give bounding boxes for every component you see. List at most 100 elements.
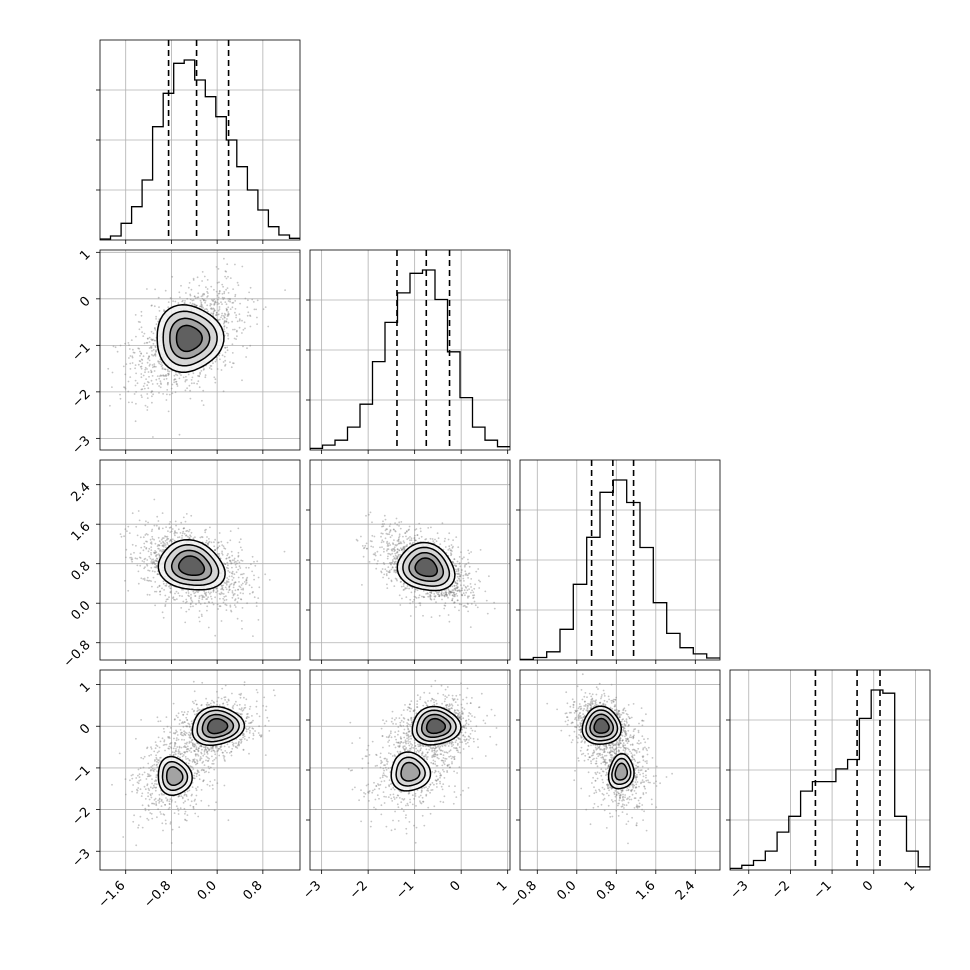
scatter-point [137,320,140,323]
scatter-point [230,562,233,565]
scatter-point [209,766,212,769]
scatter-point [467,572,470,575]
scatter-point [224,603,227,606]
scatter-point [151,562,154,565]
scatter-point [456,590,459,592]
scatter-point [234,581,237,584]
scatter-point [437,593,440,596]
scatter-point [225,309,228,312]
scatter-point [215,266,218,268]
scatter-point [192,590,195,593]
scatter-point [166,541,169,544]
scatter-point [131,356,134,359]
scatter-point [214,378,217,381]
scatter-point [244,327,246,330]
scatter-point [148,355,151,358]
scatter-point [264,306,267,308]
scatter-point [124,528,127,531]
scatter-point [381,532,384,535]
scatter-point [454,564,457,567]
scatter-point [197,599,200,602]
scatter-point [393,563,395,566]
scatter-point [414,590,416,593]
scatter-point [154,328,157,331]
scatter-point [388,531,391,533]
scatter-point [232,576,235,579]
scatter-point [199,536,202,539]
scatter-point [154,570,156,573]
scatter-point [215,801,218,804]
scatter-point [135,372,138,375]
scatter-point [160,756,162,759]
scatter-point [149,557,152,560]
scatter-point [238,318,241,321]
scatter-point [398,525,400,527]
scatter-point [146,563,148,566]
scatter-point [406,538,409,540]
scatter-point [224,301,227,303]
scatter-point [227,578,230,581]
scatter-point [403,541,406,544]
scatter-point [387,566,390,568]
scatter-point [401,548,403,551]
scatter-point [201,305,204,308]
scatter-point [164,594,167,597]
scatter-point [189,294,192,297]
scatter-point [124,373,127,376]
scatter-point [151,304,153,307]
scatter-point [249,314,251,317]
histogram-step [310,269,510,450]
scatter-point [167,372,170,375]
scatter-point [461,594,464,597]
scatter-point [133,393,136,395]
scatter-point [404,546,406,548]
scatter-point [223,562,226,565]
scatter-point [156,375,159,377]
scatter-point [166,535,169,538]
scatter-point [192,710,195,713]
scatter-point [145,520,147,523]
scatter-point [171,538,174,541]
scatter-point [132,348,134,351]
scatter-point [224,351,227,354]
scatter-point [389,553,392,556]
scatter-point [206,598,209,600]
scatter-point [190,593,192,596]
scatter-point [418,602,421,605]
scatter-point [225,557,228,560]
scatter-point [236,704,239,707]
scatter-point [218,234,220,236]
scatter-point [457,577,460,580]
scatter-point [127,342,130,344]
scatter-point [380,570,382,573]
scatter-point [450,549,452,552]
scatter-point [156,553,159,556]
scatter-point [205,286,207,289]
scatter-point [232,301,235,304]
scatter-point [454,595,456,598]
scatter-point [443,595,446,597]
scatter-point [148,594,151,596]
scatter-point [175,748,177,750]
scatter-point [476,606,479,609]
scatter-point [219,745,222,748]
scatter-point [454,580,456,583]
scatter-point [188,731,191,734]
scatter-point [472,594,474,597]
scatter-point [222,584,225,587]
scatter-point [230,562,233,565]
scatter-point [230,572,233,574]
scatter-point [221,354,224,357]
scatter-point [147,787,150,790]
scatter-point [227,275,229,278]
scatter-point [440,592,443,595]
scatter-point [163,537,165,539]
scatter-point [395,544,398,547]
scatter-point [228,571,231,574]
scatter-point [182,530,185,533]
scatter-point [157,736,160,739]
scatter-point [165,526,168,528]
scatter-point [152,348,155,351]
scatter-point [233,573,236,576]
scatter-point [217,268,220,270]
